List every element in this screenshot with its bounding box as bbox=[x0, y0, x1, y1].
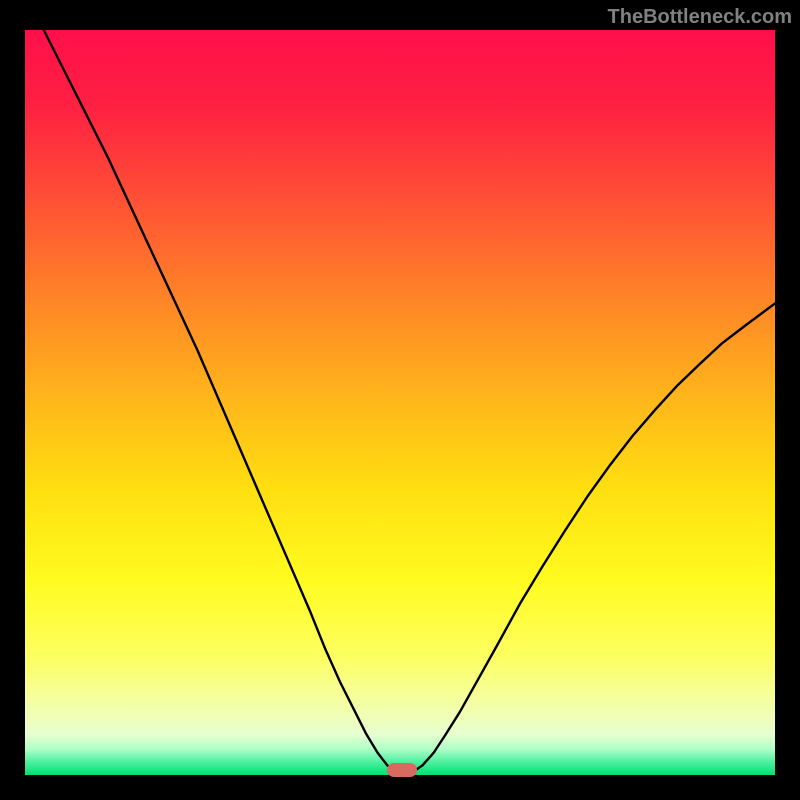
bottleneck-curve bbox=[25, 30, 775, 775]
watermark-text: TheBottleneck.com bbox=[608, 6, 792, 29]
optimal-point-marker bbox=[387, 763, 417, 777]
plot-area bbox=[25, 30, 775, 775]
chart-container: TheBottleneck.com bbox=[0, 0, 800, 800]
